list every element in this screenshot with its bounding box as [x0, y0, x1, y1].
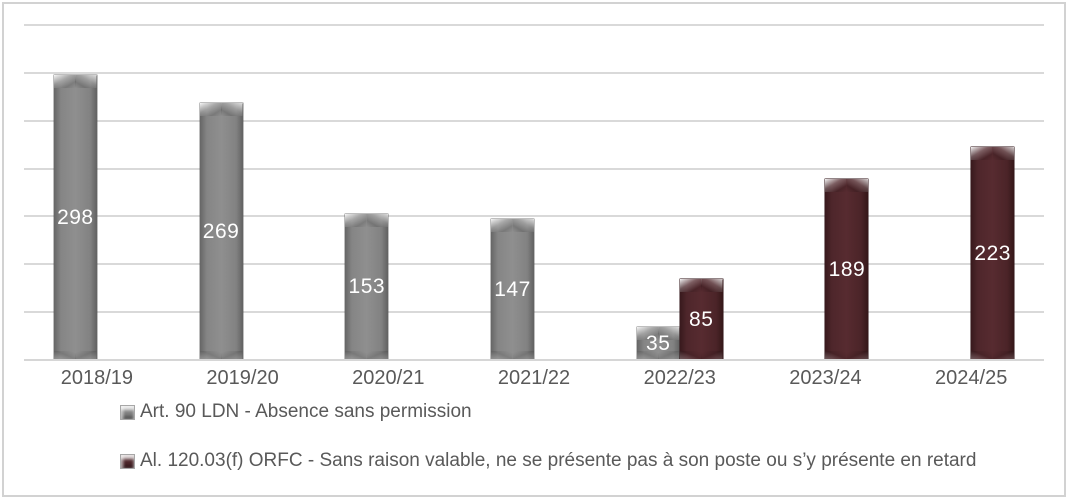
legend-marker-gray-icon	[121, 405, 134, 419]
x-axis-tick-label-2019/20: 2019/20	[206, 367, 279, 389]
legend-entry-series-0: Art. 90 LDN - Absence sans permission	[121, 399, 976, 425]
x-axis-tick-label-2023/24: 2023/24	[789, 367, 862, 389]
legend-label-series-0: Art. 90 LDN - Absence sans permission	[140, 401, 472, 422]
bar-slot: 147	[491, 25, 535, 360]
bar-value-label: 147	[494, 278, 531, 302]
bar-slot	[243, 25, 286, 360]
bar-slot	[97, 25, 140, 360]
category-group-2018/19: 298	[24, 25, 170, 361]
x-axis-tick-label-2022/23: 2022/23	[643, 367, 716, 389]
bar-2021/22-series-0: 147	[491, 219, 535, 360]
bar-slot: 223	[971, 25, 1015, 361]
bar-2023/24-series-1: 189	[825, 179, 869, 360]
x-axis-tick-label-2021/22: 2021/22	[497, 367, 571, 389]
bar-2022/23-series-1: 85	[679, 278, 723, 361]
plot-area: 298 269 153 147 35 85 189 223	[24, 24, 1044, 361]
gridline-150	[24, 215, 1044, 218]
bar-slot	[782, 25, 825, 360]
bar-value-label: 223	[974, 241, 1011, 265]
bar-value-label: 269	[202, 219, 240, 243]
gridline-250	[24, 119, 1044, 122]
legend-marker-darkred-icon	[121, 454, 134, 468]
x-axis-labels: 2018/19 2019/20 2020/21 2021/22 2022/23 2023/…	[24, 366, 1044, 390]
bar-2019/20-series-0: 269	[199, 102, 243, 361]
bar-slot: 153	[345, 25, 389, 361]
gridline-300	[24, 71, 1044, 74]
gridline-200	[24, 167, 1044, 170]
bar-value-label: 298	[57, 205, 94, 229]
bar-slot: 269	[199, 25, 243, 361]
bar-slot	[928, 25, 971, 360]
x-axis-tick-label-2024/25: 2024/25	[935, 367, 1008, 389]
category-group-2020/21: 153	[315, 25, 461, 361]
category-group-2022/23: 35 85	[607, 25, 753, 361]
category-group-2021/22: 147	[461, 25, 607, 360]
bar-slot	[388, 25, 431, 360]
legend-entry-series-1: Al. 120.03(f) ORFC - Sans raison valable…	[121, 448, 976, 474]
bar-value-label: 189	[828, 258, 866, 282]
bar-value-label: 85	[689, 307, 714, 331]
bar-slot: 35	[636, 25, 680, 360]
bar-value-label: 153	[348, 275, 386, 299]
bar-slot: 85	[679, 25, 723, 361]
legend-label-series-1: Al. 120.03(f) ORFC - Sans raison valable…	[140, 450, 977, 471]
bar-slot: 298	[53, 25, 97, 361]
bar-slot	[534, 25, 577, 360]
legend: Art. 90 LDN - Absence sans permission Al…	[121, 399, 976, 474]
x-axis-tick-label-2018/19: 2018/19	[60, 367, 133, 389]
bar-slot: 189	[825, 25, 869, 360]
bars-container: 298 269 153 147 35 85 189 223	[24, 25, 1044, 361]
category-group-2019/20: 269	[170, 25, 316, 361]
gridline-350	[24, 24, 1044, 26]
category-group-2023/24: 189	[753, 25, 899, 360]
bar-2022/23-series-0: 35	[636, 326, 680, 360]
x-axis-line	[24, 359, 1044, 361]
bar-value-label: 35	[646, 331, 671, 355]
bar-2020/21-series-0: 153	[345, 213, 389, 361]
bar-2018/19-series-0: 298	[53, 74, 97, 361]
bar-2024/25-series-1: 223	[971, 146, 1015, 361]
x-axis-tick-label-2020/21: 2020/21	[352, 367, 425, 389]
category-group-2024/25: 223	[898, 25, 1044, 361]
